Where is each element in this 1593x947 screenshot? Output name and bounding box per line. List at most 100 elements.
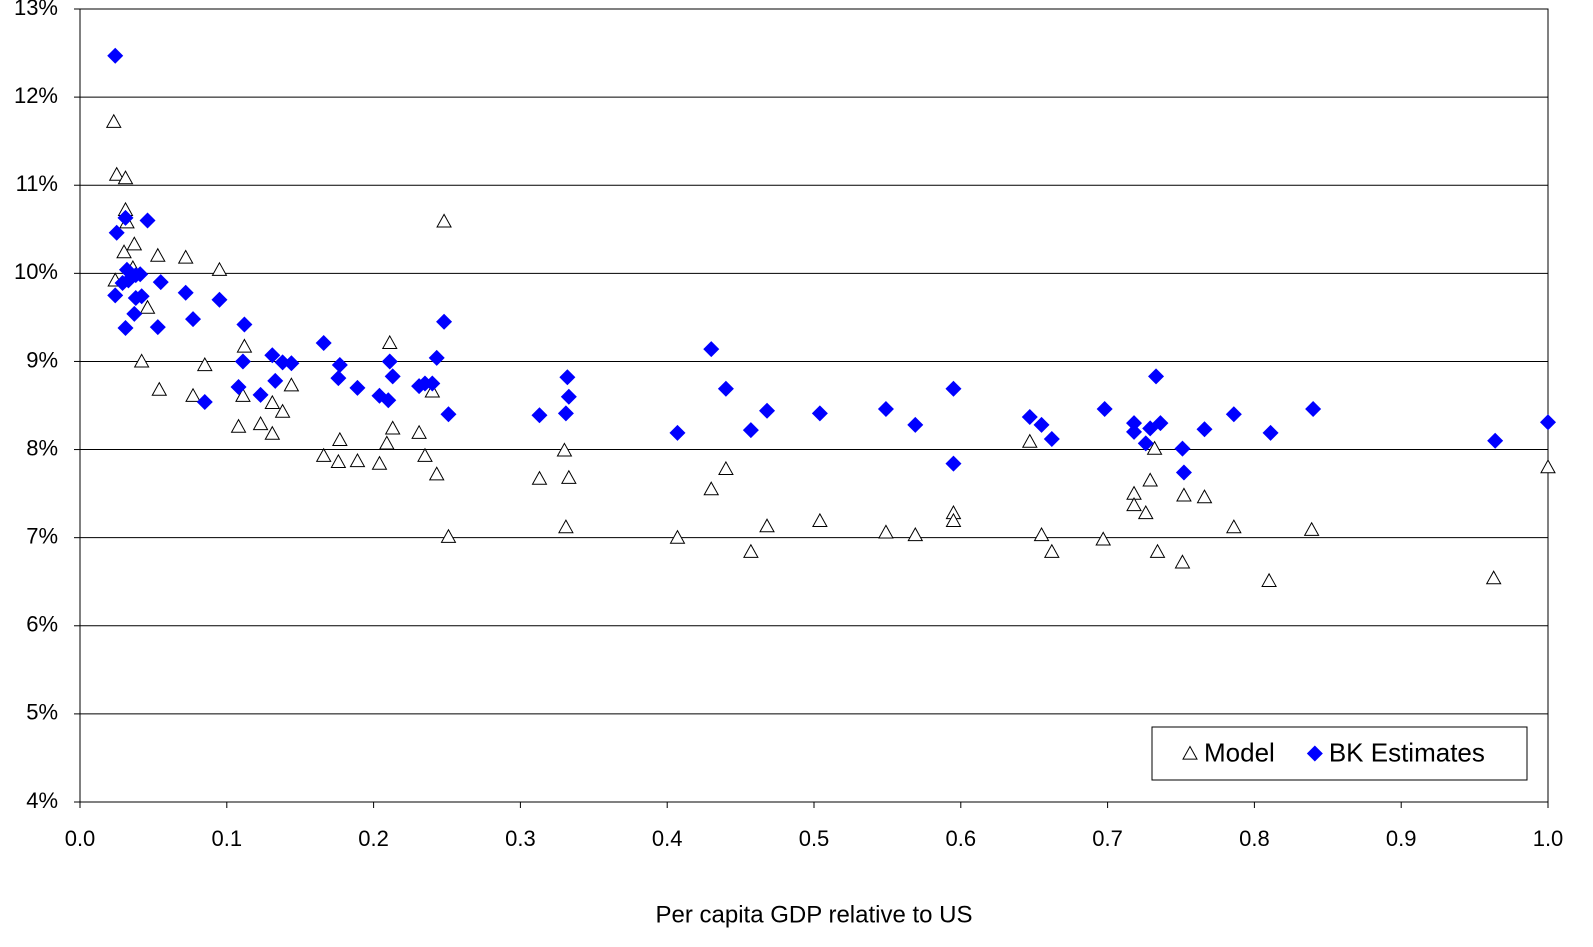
diamond-marker xyxy=(669,424,686,441)
diamond-marker xyxy=(945,455,962,472)
diamond-marker xyxy=(330,370,347,387)
y-tick-label: 7% xyxy=(26,523,58,548)
diamond-marker xyxy=(381,353,398,370)
diamond-marker xyxy=(234,353,251,370)
diamond-marker xyxy=(436,313,453,330)
diamond-marker xyxy=(531,407,548,424)
triangle-marker xyxy=(1174,554,1191,569)
triangle-marker xyxy=(236,338,253,353)
diamond-marker xyxy=(267,372,284,389)
triangle-marker xyxy=(283,377,300,392)
x-tick-label: 0.8 xyxy=(1239,826,1270,851)
diamond-marker xyxy=(117,209,134,226)
triangle-marker xyxy=(177,249,194,264)
diamond-marker xyxy=(107,47,124,64)
diamond-marker xyxy=(185,311,202,328)
diamond-marker xyxy=(560,388,577,405)
y-tick-label: 8% xyxy=(26,435,58,460)
diamond-marker xyxy=(1175,464,1192,481)
diamond-marker xyxy=(759,402,776,419)
diamond-marker xyxy=(107,287,124,304)
diamond-marker xyxy=(1137,435,1154,452)
diamond-marker xyxy=(230,378,247,395)
triangle-marker xyxy=(185,387,201,402)
x-tick-label: 1.0 xyxy=(1533,826,1564,851)
x-tick-label: 0.6 xyxy=(946,826,977,851)
triangle-marker xyxy=(1261,572,1277,587)
triangle-marker xyxy=(812,512,828,528)
triangle-marker xyxy=(151,381,168,396)
triangle-marker xyxy=(105,113,122,128)
diamond-marker xyxy=(1540,414,1556,431)
triangle-marker xyxy=(116,244,132,259)
triangle-marker xyxy=(436,213,452,228)
diamond-marker xyxy=(559,369,576,386)
diamond-marker xyxy=(139,212,156,229)
triangle-marker xyxy=(315,447,332,462)
diamond-marker xyxy=(114,275,131,292)
diamond-marker xyxy=(132,266,149,283)
triangle-marker xyxy=(1226,519,1242,534)
diamond-marker xyxy=(1126,423,1143,440)
legend: Model BK Estimates xyxy=(1151,726,1528,781)
diamond-marker xyxy=(877,401,894,418)
triangle-marker xyxy=(1021,433,1038,448)
triangle-marker xyxy=(878,524,894,539)
x-tick-label: 0.1 xyxy=(212,826,243,851)
diamond-marker xyxy=(1033,416,1050,433)
triangle-marker xyxy=(1182,745,1198,760)
diamond-marker xyxy=(428,349,445,366)
diamond-marker xyxy=(126,305,143,322)
triangle-marker xyxy=(117,170,134,185)
y-tick-label: 10% xyxy=(14,259,58,284)
triangle-marker xyxy=(945,512,962,528)
diamond-marker xyxy=(1262,424,1279,441)
triangle-marker xyxy=(126,236,143,251)
triangle-marker xyxy=(411,424,427,439)
diamond-marker xyxy=(108,224,125,241)
diamond-marker xyxy=(349,379,366,396)
diamond-marker xyxy=(196,393,213,410)
diamond-marker xyxy=(1174,440,1191,457)
triangle-marker xyxy=(139,299,156,314)
diamond-marker xyxy=(236,316,253,333)
diamond-marker xyxy=(1152,415,1169,432)
triangle-marker xyxy=(907,526,924,542)
triangle-marker xyxy=(428,466,445,481)
triangle-marker xyxy=(330,453,347,468)
diamond-marker xyxy=(717,380,734,397)
triangle-marker xyxy=(759,518,775,533)
triangle-marker xyxy=(531,470,548,485)
diamond-marker xyxy=(424,375,441,392)
diamond-marker xyxy=(1305,401,1322,418)
x-tick-label: 0.4 xyxy=(652,826,683,851)
triangle-marker xyxy=(235,387,251,402)
triangle-marker xyxy=(371,455,388,470)
triangle-marker xyxy=(149,247,166,262)
diamond-marker xyxy=(152,274,169,291)
triangle-marker xyxy=(378,435,395,450)
diamond-marker xyxy=(1487,432,1504,449)
plot-frame xyxy=(79,8,1549,803)
triangle-marker xyxy=(703,481,720,496)
diamond-marker xyxy=(440,406,457,423)
triangle-marker xyxy=(1196,489,1213,504)
triangle-marker xyxy=(1149,543,1166,558)
triangle-marker xyxy=(274,403,291,418)
diamond-marker xyxy=(117,319,134,336)
triangle-marker xyxy=(108,166,125,181)
diamond-marker xyxy=(264,347,281,364)
y-tick-label: 5% xyxy=(26,700,58,725)
diamond-marker xyxy=(1196,421,1213,438)
triangle-marker xyxy=(1540,459,1556,474)
triangle-marker xyxy=(669,529,686,544)
x-tick-label: 0.5 xyxy=(799,826,830,851)
triangle-marker xyxy=(211,261,228,276)
diamond-marker xyxy=(1225,406,1242,423)
x-tick-label: 0.7 xyxy=(1092,826,1123,851)
diamond-marker xyxy=(177,284,194,301)
x-tick-label: 0.0 xyxy=(65,826,96,851)
diamond-marker xyxy=(331,356,348,373)
y-tick-label: 12% xyxy=(14,83,58,108)
